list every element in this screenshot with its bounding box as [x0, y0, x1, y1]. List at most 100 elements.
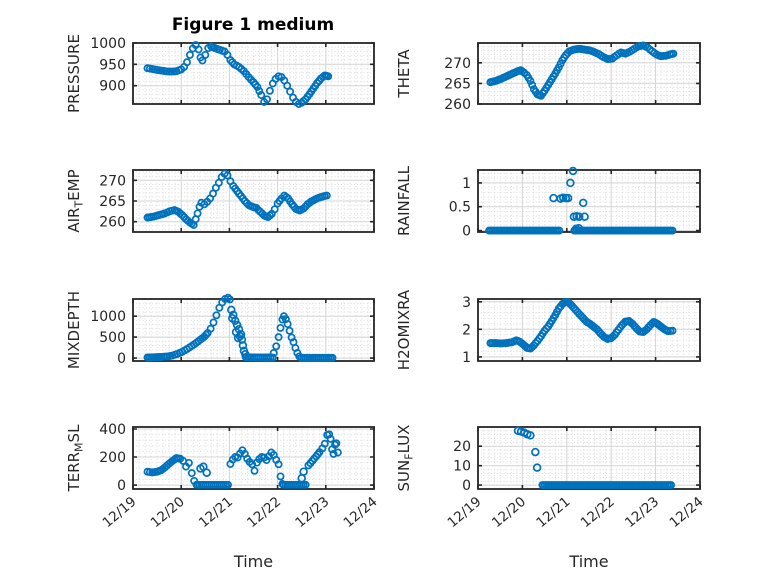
data-point	[322, 191, 331, 200]
y-tick-label: 260	[444, 97, 471, 113]
data-point	[265, 211, 274, 220]
data-point	[549, 193, 558, 203]
data-markers	[485, 166, 677, 235]
y-tick-label: 270	[444, 56, 471, 72]
data-point	[185, 50, 194, 59]
data-point	[299, 467, 308, 476]
x-tick-label: 12/19	[99, 494, 139, 531]
x-tick-label: 12/22	[244, 494, 284, 531]
data-point	[224, 293, 232, 302]
subplot-terr_msl: 0 200 400 TERRMSL	[65, 422, 375, 494]
data-point	[202, 330, 210, 339]
y-axis-label-air_temp: AIRTEMP	[65, 169, 86, 232]
data-point	[263, 95, 271, 104]
y-tick-label: 20	[453, 439, 471, 455]
y-tick-labels: 900 950 1000	[90, 36, 126, 95]
data-point	[578, 198, 588, 208]
data-point	[268, 353, 277, 362]
x-tick-label: 12/19	[444, 494, 484, 531]
data-point	[257, 91, 266, 99]
axes-box	[477, 42, 701, 105]
data-point	[187, 469, 196, 478]
x-tick-labels: 12/19 12/20 12/21 12/22 12/23 12/24	[99, 494, 380, 531]
subplot-sun_flux: 0 10 20 SUNFLUX	[395, 425, 701, 494]
data-markers	[143, 430, 342, 489]
x-tick-label: 12/22	[578, 494, 618, 531]
data-point	[526, 76, 535, 85]
y-tick-label: 2	[462, 322, 471, 338]
tick-marks	[132, 42, 375, 104]
y-tick-labels: 0 10 20	[453, 439, 471, 494]
major-grid	[478, 299, 700, 361]
minor-grid	[478, 299, 700, 361]
major-grid	[478, 427, 700, 489]
data-point	[230, 316, 240, 326]
figure-title: Figure 1 medium	[172, 15, 334, 35]
data-markers	[513, 426, 676, 490]
data-point	[227, 305, 236, 315]
y-tick-label: 0.5	[449, 200, 471, 216]
y-tick-label: 265	[444, 76, 471, 92]
data-point	[299, 204, 308, 213]
y-tick-labels: 260 265 270	[444, 56, 471, 113]
data-point	[329, 449, 338, 458]
y-tick-label: 265	[99, 194, 126, 210]
data-point	[301, 480, 310, 489]
data-point	[201, 50, 210, 59]
data-point	[283, 81, 292, 90]
y-tick-labels: 0 500 1000	[90, 309, 126, 367]
y-axis-label-pressure: PRESSURE	[65, 34, 83, 113]
x-axis-label-time: Time	[233, 552, 273, 571]
y-tick-label: 400	[99, 422, 126, 438]
x-tick-label: 12/23	[622, 494, 662, 531]
axes-box	[477, 169, 701, 233]
y-axis-label-theta: THETA	[395, 49, 413, 99]
tick-marks	[132, 170, 375, 232]
major-grid	[133, 170, 374, 232]
data-point	[253, 82, 262, 91]
data-point	[225, 295, 234, 304]
data-point	[214, 178, 223, 187]
data-point	[184, 458, 193, 467]
subplot-pressure: 900 950 1000 PRESSURE	[65, 34, 375, 113]
y-axis-label-terr_msl: TERRMSL	[65, 424, 86, 493]
y-tick-label: 0	[462, 224, 471, 240]
y-tick-label: 3	[462, 295, 471, 311]
data-point	[667, 481, 676, 490]
data-point	[224, 480, 232, 489]
x-tick-label: 12/23	[292, 494, 332, 531]
data-point	[574, 212, 584, 221]
data-point	[320, 439, 329, 448]
data-point	[668, 226, 677, 235]
data-point	[232, 320, 242, 330]
data-point	[332, 439, 341, 448]
data-point	[274, 460, 283, 469]
minor-grid	[478, 170, 700, 232]
data-point	[668, 326, 677, 335]
data-point	[209, 189, 217, 198]
data-point	[183, 58, 191, 67]
x-tick-label: 12/21	[196, 494, 236, 531]
data-markers	[143, 41, 333, 108]
y-axis-label-mixdepth: MIXDEPTH	[65, 291, 83, 369]
data-point	[326, 434, 335, 443]
data-point	[563, 193, 573, 203]
minor-grid	[478, 427, 700, 489]
y-tick-label: 1000	[90, 309, 126, 325]
y-tick-label: 260	[99, 215, 126, 231]
minor-grid	[133, 427, 374, 489]
y-tick-label: 270	[99, 173, 126, 189]
data-point	[241, 350, 250, 359]
data-markers	[143, 293, 337, 362]
y-tick-label: 0	[117, 478, 126, 494]
data-point	[250, 466, 259, 475]
data-point	[206, 324, 215, 333]
data-point	[212, 311, 221, 320]
subplot-mixdepth: 0 500 1000 MIXDEPTH	[65, 291, 375, 369]
data-point	[333, 448, 342, 457]
data-point	[274, 333, 283, 342]
data-point	[669, 49, 678, 58]
data-point	[276, 323, 285, 332]
data-point	[236, 329, 246, 339]
